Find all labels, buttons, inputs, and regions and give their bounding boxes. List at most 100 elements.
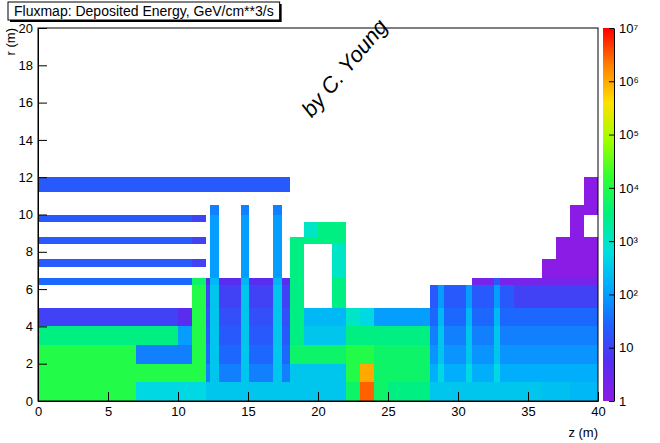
colorbar-tick-label: 10⁴ xyxy=(619,181,639,196)
heatmap-cell xyxy=(66,259,80,266)
heatmap-cell xyxy=(542,278,556,285)
heatmap-cell xyxy=(178,259,192,266)
heatmap-cell xyxy=(290,308,304,327)
y-tick: 20 xyxy=(19,21,47,36)
heatmap-cell xyxy=(346,345,360,364)
heatmap-cell xyxy=(206,308,210,327)
heatmap-cell xyxy=(178,237,192,244)
heatmap-cell xyxy=(444,382,466,401)
heatmap-cell xyxy=(52,364,66,383)
heatmap-cell xyxy=(332,345,346,364)
heatmap-cell xyxy=(80,177,94,192)
heatmap-cell xyxy=(192,278,206,285)
heatmap-cell xyxy=(52,278,66,285)
heatmap-cell xyxy=(178,308,192,327)
heatmap-cell xyxy=(178,364,192,383)
heatmap-cell xyxy=(282,308,290,327)
heatmap-cell xyxy=(290,364,304,383)
heatmap-cell xyxy=(164,308,178,327)
colorbar-tick-label: 10⁷ xyxy=(619,21,638,36)
colorbar-tick-label: 10² xyxy=(619,287,638,302)
heatmap-cell xyxy=(360,308,374,327)
heatmap-cell xyxy=(542,382,556,401)
heatmap-cell xyxy=(290,267,304,278)
heatmap-cell xyxy=(584,285,598,307)
heatmap-cell xyxy=(150,177,164,192)
heatmap-cell xyxy=(249,345,273,364)
heatmap-cell xyxy=(570,244,584,259)
y-tick-label: 0 xyxy=(26,394,33,409)
heatmap-cell xyxy=(66,308,80,327)
heatmap-cell xyxy=(136,326,150,345)
x-tick: 35 xyxy=(521,392,535,419)
x-tick-mark xyxy=(318,392,319,401)
heatmap-cell xyxy=(80,345,94,364)
heatmap-cell xyxy=(273,259,281,266)
heatmap-cell xyxy=(164,345,178,364)
y-tick: 6 xyxy=(26,282,47,297)
y-tick-mark xyxy=(38,177,47,178)
heatmap-cell xyxy=(136,259,150,266)
heatmap-cell xyxy=(556,237,570,244)
heatmap-cell xyxy=(542,259,556,266)
heatmap-cell xyxy=(66,278,80,285)
heatmap-cell xyxy=(178,382,192,401)
heatmap-cell xyxy=(94,259,108,266)
heatmap-cell xyxy=(150,278,164,285)
heatmap-cell xyxy=(528,345,542,364)
heatmap-cell xyxy=(556,259,570,266)
heatmap-cell xyxy=(210,364,218,383)
colorbar-tick: 10³ xyxy=(609,234,638,249)
heatmap-cell xyxy=(290,382,304,401)
heatmap-cell xyxy=(430,382,438,401)
heatmap-cell xyxy=(38,177,52,192)
heatmap-cell xyxy=(332,364,346,383)
heatmap-cell xyxy=(282,285,290,307)
heatmap-cell xyxy=(304,308,318,327)
heatmap-cell xyxy=(500,308,514,327)
heatmap-cell xyxy=(192,177,206,192)
heatmap-cell xyxy=(178,278,192,285)
y-tick-mark xyxy=(38,252,47,253)
y-tick-label: 4 xyxy=(26,319,33,334)
heatmap-cell xyxy=(273,222,281,237)
x-tick-mark xyxy=(248,392,249,401)
heatmap-cell xyxy=(332,285,346,307)
heatmap-cell xyxy=(514,345,528,364)
heatmap-cell xyxy=(514,326,528,345)
colorbar-tick: 10 xyxy=(609,340,633,355)
heatmap-cell xyxy=(122,259,136,266)
heatmap-cell xyxy=(192,215,206,222)
heatmap-cell xyxy=(444,308,466,327)
heatmap-cell xyxy=(108,177,122,192)
heatmap-cell xyxy=(219,364,241,383)
heatmap-cell xyxy=(219,285,241,307)
heatmap-cell xyxy=(528,382,542,401)
heatmap-cell xyxy=(210,382,218,401)
heatmap-cell xyxy=(444,285,466,307)
heatmap-cell xyxy=(388,345,402,364)
heatmap-cell xyxy=(466,285,472,307)
x-tick-mark xyxy=(108,392,109,401)
x-tick-label: 15 xyxy=(241,404,255,419)
heatmap-cell xyxy=(66,345,80,364)
colorbar-tick-mark xyxy=(609,188,614,189)
heatmap-cell xyxy=(38,215,52,222)
y-tick: 18 xyxy=(19,58,47,73)
y-tick-label: 2 xyxy=(26,356,33,371)
colorbar-tick: 10⁵ xyxy=(609,127,639,142)
heatmap-cell xyxy=(210,326,218,345)
heatmap-cell xyxy=(273,237,281,244)
heatmap-cell xyxy=(332,237,346,244)
y-axis-title: r (m) xyxy=(3,28,18,55)
y-axis: 02468101214161820 xyxy=(19,21,47,409)
heatmap-cell xyxy=(332,326,346,345)
colorbar-tick-mark xyxy=(609,28,614,29)
heatmap-cell xyxy=(570,326,584,345)
heatmap-cell xyxy=(38,278,52,285)
heatmap-cell xyxy=(150,215,164,222)
heatmap-cell xyxy=(332,259,346,266)
heatmap-cell xyxy=(38,364,52,383)
heatmap-cell xyxy=(430,285,438,307)
colorbar-tick-label: 10⁶ xyxy=(619,74,639,89)
